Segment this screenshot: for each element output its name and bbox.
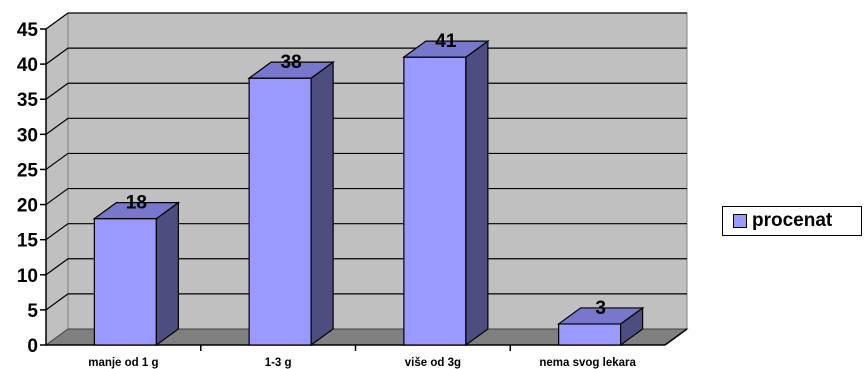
data-label: 18 xyxy=(126,193,147,214)
legend: procenat xyxy=(722,206,862,236)
x-axis-categories: manje od 1 g 1-3 g više od 3g nema svog lek… xyxy=(88,345,636,369)
bar-front xyxy=(558,323,622,346)
legend-swatch-icon xyxy=(733,214,747,228)
y-tick-label: 15 xyxy=(17,231,39,252)
bar-top xyxy=(402,40,490,58)
bar-top xyxy=(92,202,181,220)
bar xyxy=(247,60,335,347)
y-tick-label: 45 xyxy=(17,20,39,41)
x-category-label: manje od 1 g xyxy=(88,357,158,369)
y-tick-label: 20 xyxy=(17,196,38,217)
y-tick-label: 0 xyxy=(27,336,38,357)
bar xyxy=(92,201,181,347)
x-category-label: nema svog lekara xyxy=(539,357,636,369)
bars xyxy=(92,39,645,347)
bar xyxy=(402,39,490,347)
y-tick-label: 40 xyxy=(17,55,38,76)
bar xyxy=(556,306,645,347)
y-tick-label: 5 xyxy=(27,301,38,322)
bar-side xyxy=(155,201,179,347)
bar-top xyxy=(556,307,645,325)
x-category-label: više od 3g xyxy=(405,357,461,369)
y-tick-label: 30 xyxy=(17,125,38,146)
side-wall xyxy=(45,12,69,346)
gridline xyxy=(45,12,687,30)
data-label: 41 xyxy=(435,31,457,52)
bar-side xyxy=(310,60,334,347)
bar-front xyxy=(403,56,467,346)
x-category-label: 1-3 g xyxy=(265,357,292,369)
data-label: 38 xyxy=(281,52,302,73)
data-labels: 18 38 41 3 xyxy=(126,31,606,319)
y-tick-label: 25 xyxy=(17,160,39,181)
bar-front xyxy=(93,218,157,346)
y-tick-label: 35 xyxy=(17,90,39,111)
y-tick-label: 10 xyxy=(17,266,38,287)
bar-top xyxy=(247,61,335,79)
data-label: 3 xyxy=(595,298,606,319)
legend-label: procenat xyxy=(752,210,833,231)
bar-front xyxy=(248,77,312,346)
floor-edge xyxy=(664,328,688,346)
y-axis-ticks: 0 5 10 15 20 25 30 35 40 45 xyxy=(17,20,46,357)
bar-side xyxy=(465,39,489,347)
